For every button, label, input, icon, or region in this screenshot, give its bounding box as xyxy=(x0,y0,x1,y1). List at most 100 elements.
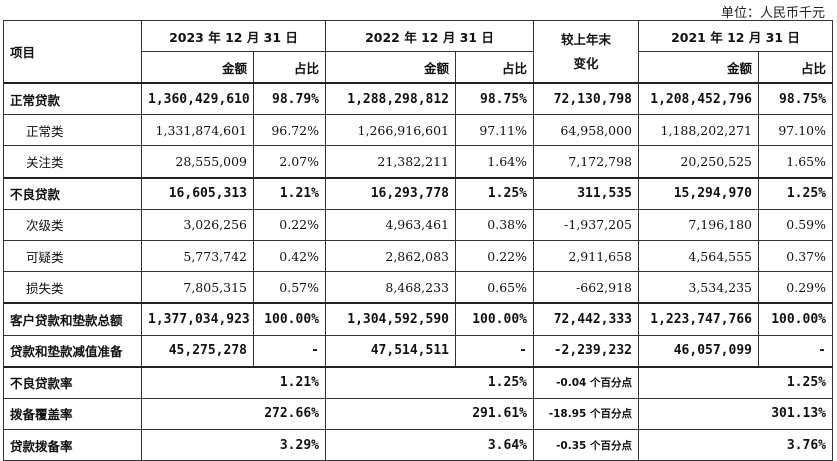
amount-2021: 3,534,235 xyxy=(638,271,759,304)
share-2022: 0.38% xyxy=(455,208,534,241)
row-label: 贷款和垫款减值准备 xyxy=(3,334,142,368)
ratio-row: 贷款拨备率 3.29% 3.64% -0.35 个百分点 3.76% xyxy=(3,429,833,461)
ratio-row: 不良贷款率 1.21% 1.25% -0.04 个百分点 1.25% xyxy=(3,365,833,399)
ratio-2022: 3.64% xyxy=(325,429,534,461)
row-label: 损失类 xyxy=(3,271,142,304)
amount-2021: 7,196,180 xyxy=(638,208,759,241)
table-row: 不良贷款 16,605,313 1.21% 16,293,778 1.25% 3… xyxy=(3,176,833,210)
amount-2023: 16,605,313 xyxy=(141,176,254,210)
amount-2022: 1,304,592,590 xyxy=(325,302,456,336)
header-amount-2022: 金额 xyxy=(325,51,456,84)
table-row: 关注类 28,555,009 2.07% 21,382,211 1.64% 7,… xyxy=(3,145,833,179)
amount-2021: 4,564,555 xyxy=(638,239,759,273)
amount-2022: 21,382,211 xyxy=(325,145,456,179)
amount-2023: 28,555,009 xyxy=(141,145,254,179)
amount-2023: 7,805,315 xyxy=(141,271,254,304)
share-2021: 0.29% xyxy=(758,271,833,304)
header-change-line1: 较上年末 xyxy=(560,31,611,47)
table-row: 正常贷款 1,360,429,610 98.79% 1,288,298,812 … xyxy=(3,82,833,116)
share-2023: 96.72% xyxy=(253,114,326,147)
ratio-change: -0.04 个百分点 xyxy=(533,365,639,399)
share-2022: 100.00% xyxy=(455,302,534,336)
share-2021: 100.00% xyxy=(758,302,833,336)
ratio-2022: 1.25% xyxy=(325,365,534,399)
table-row: 正常类 1,331,874,601 96.72% 1,266,916,601 9… xyxy=(3,114,833,147)
table-row: 客户贷款和垫款总额 1,377,034,923 100.00% 1,304,59… xyxy=(3,302,833,336)
ratio-2023: 1.21% xyxy=(141,365,326,399)
share-2023: 100.00% xyxy=(253,302,326,336)
ratio-2023: 3.29% xyxy=(141,429,326,461)
ratio-2021: 1.25% xyxy=(638,365,833,399)
ratio-row: 拨备覆盖率 272.66% 291.61% -18.95 个百分点 301.13… xyxy=(3,397,833,431)
row-label: 不良贷款 xyxy=(3,176,142,210)
row-label: 正常贷款 xyxy=(3,82,142,116)
amount-2021: 15,294,970 xyxy=(638,176,759,210)
share-2023: 2.07% xyxy=(253,145,326,179)
amount-2022: 2,862,083 xyxy=(325,239,456,273)
share-2021: 97.10% xyxy=(758,114,833,147)
ratio-2023: 272.66% xyxy=(141,397,326,431)
change: 7,172,798 xyxy=(533,145,639,179)
header-item: 项目 xyxy=(3,20,142,84)
amount-2022: 47,514,511 xyxy=(325,334,456,368)
ratio-change: -0.35 个百分点 xyxy=(533,429,639,461)
table-row: 可疑类 5,773,742 0.42% 2,862,083 0.22% 2,91… xyxy=(3,239,833,273)
unit-label: 单位：人民币千元 xyxy=(720,6,825,21)
change: 2,911,658 xyxy=(533,239,639,273)
change: 72,442,333 xyxy=(533,302,639,336)
amount-2023: 45,275,278 xyxy=(141,334,254,368)
loan-quality-table: 项目 2023 年 12 月 31 日 2022 年 12 月 31 日 较上年… xyxy=(3,20,833,461)
share-2022: 1.25% xyxy=(455,176,534,210)
share-2022: - xyxy=(455,334,534,368)
share-2023: 0.22% xyxy=(253,208,326,241)
share-2021: 98.75% xyxy=(758,82,833,116)
share-2021: 1.25% xyxy=(758,176,833,210)
amount-2023: 1,377,034,923 xyxy=(141,302,254,336)
header-share-2023: 占比 xyxy=(253,51,326,84)
header-period-2023: 2023 年 12 月 31 日 xyxy=(141,20,326,52)
share-2021: 0.59% xyxy=(758,208,833,241)
ratio-change: -18.95 个百分点 xyxy=(533,397,639,431)
amount-2022: 8,468,233 xyxy=(325,271,456,304)
change: 64,958,000 xyxy=(533,114,639,147)
row-label: 不良贷款率 xyxy=(3,365,142,399)
amount-2023: 3,026,256 xyxy=(141,208,254,241)
ratio-2022: 291.61% xyxy=(325,397,534,431)
share-2023: - xyxy=(253,334,326,368)
change: -1,937,205 xyxy=(533,208,639,241)
share-2021: 0.37% xyxy=(758,239,833,273)
amount-2021: 1,223,747,766 xyxy=(638,302,759,336)
header-change-line2: 变化 xyxy=(573,55,599,71)
header-change: 较上年末 变化 xyxy=(533,20,639,84)
amount-2022: 1,266,916,601 xyxy=(325,114,456,147)
change: 311,535 xyxy=(533,176,639,210)
change: -662,918 xyxy=(533,271,639,304)
ratio-2021: 301.13% xyxy=(638,397,833,431)
amount-2021: 46,057,099 xyxy=(638,334,759,368)
header-share-2022: 占比 xyxy=(455,51,534,84)
header-amount-2021: 金额 xyxy=(638,51,759,84)
share-2023: 98.79% xyxy=(253,82,326,116)
amount-2021: 20,250,525 xyxy=(638,145,759,179)
table-row: 次级类 3,026,256 0.22% 4,963,461 0.38% -1,9… xyxy=(3,208,833,241)
header-row-columns: 金额 占比 金额 占比 金额 占比 xyxy=(4,51,833,84)
row-label: 贷款拨备率 xyxy=(3,429,142,461)
row-label: 正常类 xyxy=(3,114,142,147)
share-2021: - xyxy=(758,334,833,368)
header-row-periods: 项目 2023 年 12 月 31 日 2022 年 12 月 31 日 较上年… xyxy=(3,20,833,84)
amount-2021: 1,188,202,271 xyxy=(638,114,759,147)
change: 72,130,798 xyxy=(533,82,639,116)
row-label: 次级类 xyxy=(3,208,142,241)
header-amount-2023: 金额 xyxy=(141,51,254,84)
share-2023: 0.57% xyxy=(253,271,326,304)
amount-2021: 1,208,452,796 xyxy=(638,82,759,116)
table-row: 损失类 7,805,315 0.57% 8,468,233 0.65% -662… xyxy=(3,271,833,304)
share-2022: 1.64% xyxy=(455,145,534,179)
row-label: 客户贷款和垫款总额 xyxy=(3,302,142,336)
share-2022: 0.65% xyxy=(455,271,534,304)
share-2021: 1.65% xyxy=(758,145,833,179)
share-2022: 97.11% xyxy=(455,114,534,147)
amount-2022: 4,963,461 xyxy=(325,208,456,241)
header-period-2022: 2022 年 12 月 31 日 xyxy=(325,20,534,52)
share-2022: 0.22% xyxy=(455,239,534,273)
